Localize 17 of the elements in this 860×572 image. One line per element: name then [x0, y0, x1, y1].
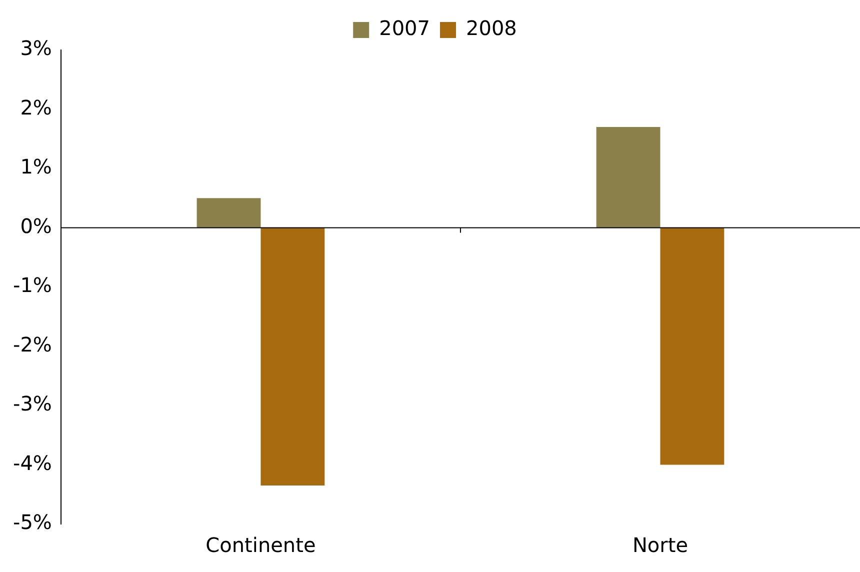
- y-tick-label: 1%: [20, 154, 52, 179]
- bar: [660, 228, 724, 465]
- legend-label: 2007: [379, 16, 430, 40]
- bar: [196, 198, 261, 228]
- x-tick-label: Continente: [206, 533, 316, 558]
- y-tick-label: -4%: [12, 450, 52, 475]
- y-tick-label: -5%: [12, 510, 52, 534]
- legend-label: 2008: [466, 16, 517, 40]
- y-tick-label: 0%: [20, 214, 52, 238]
- y-tick-label: -1%: [12, 273, 52, 298]
- y-tick-label: 2%: [20, 95, 52, 120]
- y-tick-label: 3%: [20, 36, 52, 60]
- y-tick-label: -3%: [12, 392, 52, 416]
- bar: [260, 228, 325, 486]
- y-tick-label: -2%: [12, 332, 52, 356]
- x-tick-label: Norte: [632, 533, 688, 558]
- bar: [596, 127, 660, 228]
